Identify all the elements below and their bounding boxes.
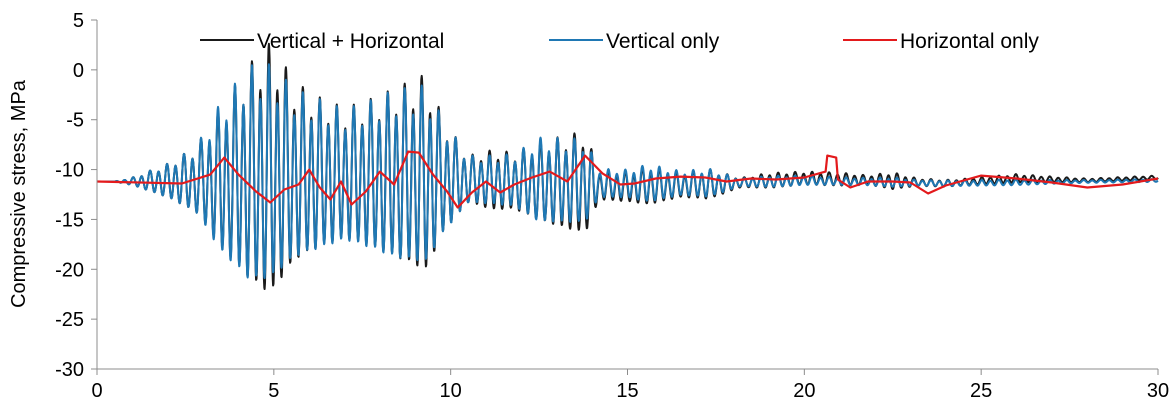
legend-label-3: Horizontal only <box>900 30 1039 53</box>
y-tick-label: 0 <box>73 60 84 82</box>
series-line-3 <box>96 150 1159 209</box>
x-tick-label: 5 <box>268 380 279 402</box>
x-tick-label: 10 <box>440 380 462 402</box>
y-tick-label: -30 <box>55 359 84 381</box>
x-ticks: 0 5 10 15 20 25 30 <box>91 369 1169 402</box>
x-tick-label: 20 <box>793 380 815 402</box>
x-tick-label: 25 <box>970 380 992 402</box>
y-tick-label: -15 <box>55 209 84 231</box>
y-axis-title: Compressive stress, MPa <box>8 79 30 308</box>
x-tick-label: 15 <box>616 380 638 402</box>
y-ticks: 5 0 -5 -10 -15 -20 -25 -30 <box>55 10 97 381</box>
legend-label-1: Vertical + Horizontal <box>257 30 444 53</box>
y-tick-label: -20 <box>55 259 84 281</box>
x-tick-label: 30 <box>1147 380 1169 402</box>
y-tick-label: -25 <box>55 309 84 331</box>
legend-label-2: Vertical only <box>606 30 720 53</box>
y-tick-label: -5 <box>66 110 84 132</box>
y-tick-label: -10 <box>55 160 84 182</box>
y-tick-label: 5 <box>73 10 84 32</box>
legend: Vertical + Horizontal Vertical only Horizo… <box>200 30 1039 53</box>
x-tick-label: 0 <box>91 380 102 402</box>
series-layer <box>96 42 1159 290</box>
series-line-2 <box>96 63 1159 279</box>
